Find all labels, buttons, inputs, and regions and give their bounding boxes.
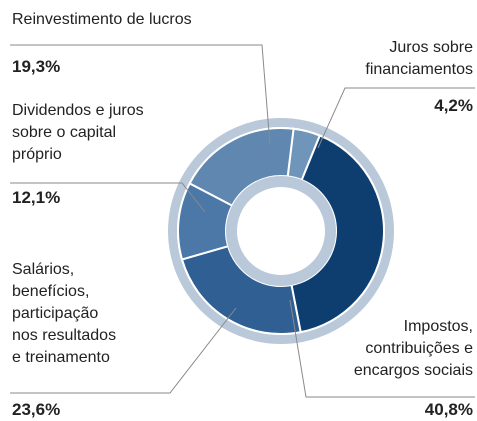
category-label: Dividendos e juros sobre o capital própr… <box>12 102 144 163</box>
leader-line <box>10 44 271 146</box>
leader-line <box>317 87 475 149</box>
category-label: Reinvestimento de lucros <box>12 11 192 28</box>
category-label: Juros sobre financiamentos <box>365 39 473 78</box>
value-label: 23,6% <box>12 400 61 419</box>
leader-line <box>10 182 206 213</box>
value-label: 19,3% <box>12 57 61 76</box>
category-label: Salários, benefícios, participação nos r… <box>12 261 117 366</box>
value-label: 40,8% <box>424 400 473 419</box>
category-label: Impostos, contribuições e encargos socia… <box>353 318 473 379</box>
center <box>237 187 325 275</box>
slices <box>177 127 385 335</box>
value-label: 4,2% <box>434 96 473 115</box>
leader-lines <box>10 44 475 398</box>
leader-line <box>10 307 237 394</box>
leader-line <box>289 299 475 398</box>
value-label: 12,1% <box>12 188 61 207</box>
